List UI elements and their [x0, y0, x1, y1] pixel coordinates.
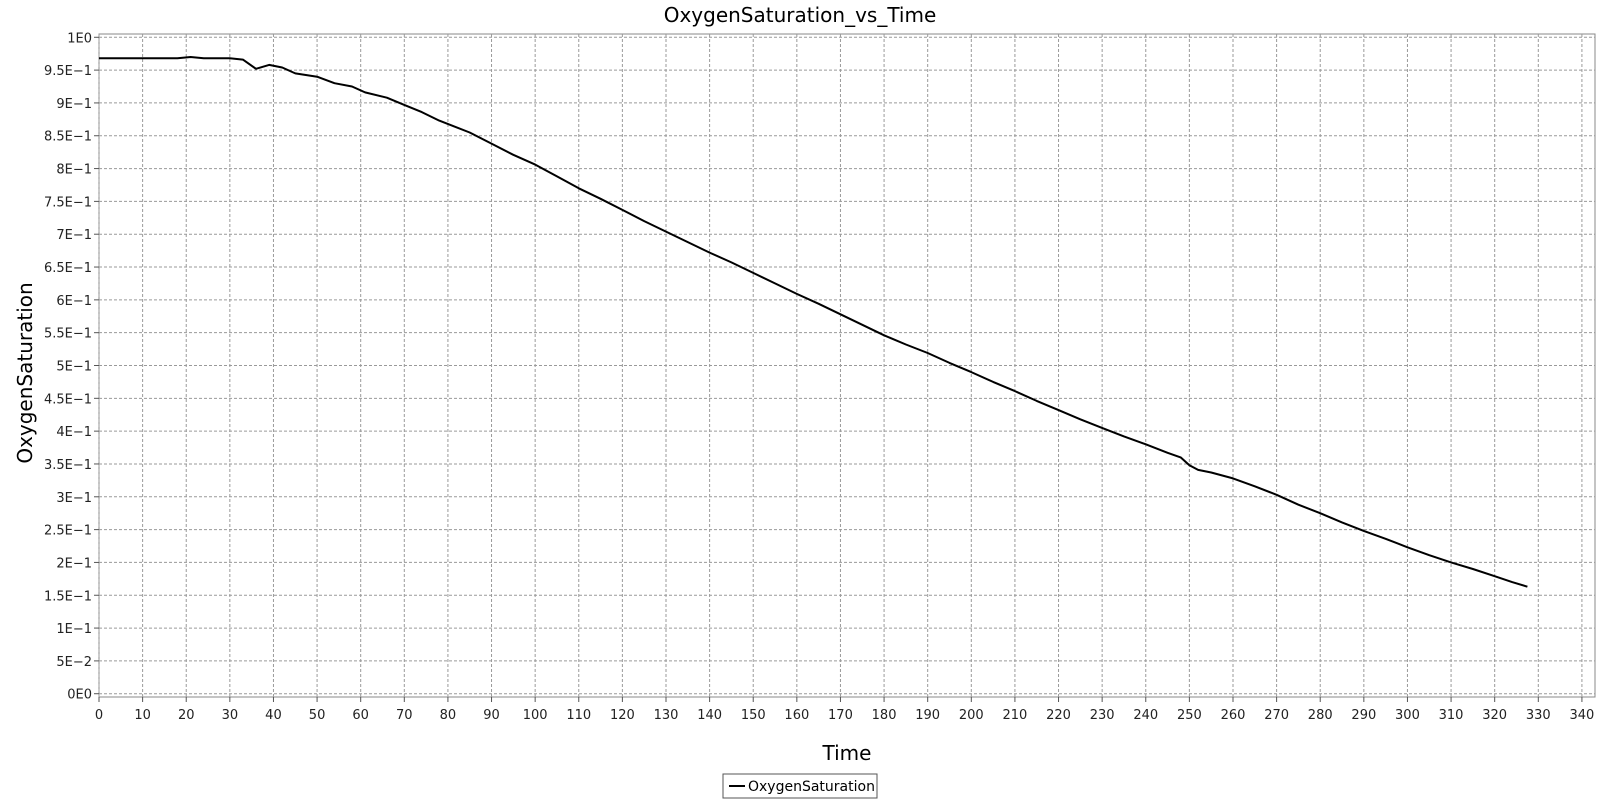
x-tick-label: 170 — [828, 708, 853, 723]
series-line-oxygensaturation — [99, 56, 1528, 588]
y-tick-label: 1.5E−1 — [44, 589, 92, 604]
y-tick-label: 8E−1 — [56, 163, 92, 178]
x-tick-label: 280 — [1308, 708, 1333, 723]
y-axis-title: OxygenSaturation — [13, 282, 37, 463]
x-tick-label: 20 — [178, 708, 195, 723]
x-tick-label: 70 — [396, 708, 413, 723]
legend-label: OxygenSaturation — [748, 779, 875, 795]
x-axis-title: Time — [822, 741, 872, 765]
y-tick-label: 6.5E−1 — [44, 261, 92, 276]
y-tick-label: 4.5E−1 — [44, 392, 92, 407]
y-tick-label: 5E−1 — [56, 360, 92, 375]
x-tick-label: 300 — [1395, 708, 1420, 723]
y-tick-label: 3E−1 — [56, 491, 92, 506]
x-tick-label: 90 — [483, 708, 500, 723]
x-tick-label: 290 — [1351, 708, 1376, 723]
x-tick-label: 40 — [265, 708, 282, 723]
x-tick-label: 10 — [134, 708, 151, 723]
x-tick-label: 60 — [352, 708, 369, 723]
x-axis: 0 10 20 30 40 50 60 70 80 90 100 110 120 130 140 150 160… — [95, 697, 1594, 723]
x-tick-label: 160 — [784, 708, 809, 723]
grid — [98, 34, 1595, 697]
x-tick-label: 250 — [1177, 708, 1202, 723]
x-tick-label: 180 — [872, 708, 897, 723]
x-tick-label: 270 — [1264, 708, 1289, 723]
x-tick-label: 330 — [1526, 708, 1551, 723]
x-tick-label: 50 — [309, 708, 326, 723]
series-layer — [99, 56, 1528, 588]
y-tick-label: 4E−1 — [56, 425, 92, 440]
legend: OxygenSaturation — [722, 773, 878, 799]
x-tick-label: 320 — [1482, 708, 1507, 723]
x-tick-label: 220 — [1046, 708, 1071, 723]
x-tick-label: 110 — [566, 708, 591, 723]
x-tick-label: 230 — [1090, 708, 1115, 723]
x-tick-label: 130 — [654, 708, 679, 723]
y-tick-label: 2.5E−1 — [44, 524, 92, 539]
y-tick-label: 8.5E−1 — [44, 130, 92, 145]
y-tick-label: 7.5E−1 — [44, 195, 92, 210]
x-tick-label: 150 — [741, 708, 766, 723]
x-tick-label: 0 — [95, 708, 103, 723]
x-tick-label: 200 — [959, 708, 984, 723]
y-tick-label: 1E−1 — [56, 622, 92, 637]
x-tick-label: 140 — [697, 708, 722, 723]
x-tick-label: 190 — [915, 708, 940, 723]
x-tick-label: 340 — [1570, 708, 1595, 723]
y-tick-label: 9.5E−1 — [44, 64, 92, 79]
y-tick-label: 5.5E−1 — [44, 327, 92, 342]
legend-box — [722, 773, 878, 799]
x-tick-label: 80 — [440, 708, 457, 723]
y-tick-label: 2E−1 — [56, 556, 92, 571]
y-tick-label: 9E−1 — [56, 97, 92, 112]
x-tick-label: 310 — [1439, 708, 1464, 723]
y-tick-label: 7E−1 — [56, 228, 92, 243]
x-tick-label: 100 — [523, 708, 548, 723]
y-tick-label: 5E−2 — [56, 655, 92, 670]
y-tick-label: 0E0 — [67, 688, 92, 703]
y-tick-label: 6E−1 — [56, 294, 92, 309]
x-tick-label: 30 — [222, 708, 239, 723]
x-tick-label: 120 — [610, 708, 635, 723]
chart-title: OxygenSaturation_vs_Time — [664, 3, 937, 27]
x-tick-label: 240 — [1133, 708, 1158, 723]
x-tick-label: 260 — [1221, 708, 1246, 723]
y-tick-label: 3.5E−1 — [44, 458, 92, 473]
x-tick-label: 210 — [1003, 708, 1028, 723]
y-tick-label: 1E0 — [67, 31, 92, 46]
y-axis: 0E0 5E−2 1E−1 1.5E−1 2E−1 2.5E−1 3E−1 3.5E−1 4E−… — [44, 31, 99, 703]
